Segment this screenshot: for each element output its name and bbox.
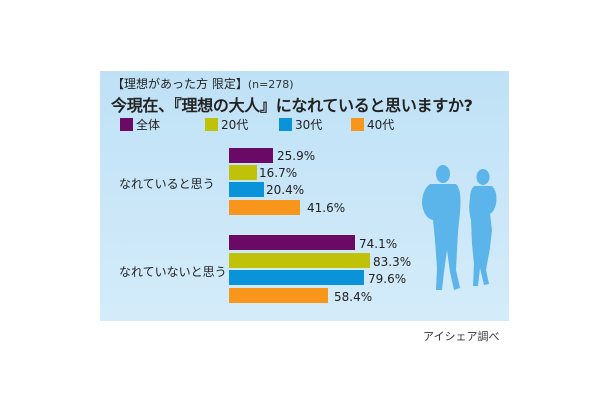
legend-item-20s: 20代 xyxy=(205,116,279,133)
bar xyxy=(229,148,273,163)
value-label: 20.4% xyxy=(266,183,305,197)
sample-size: (n=278) xyxy=(247,78,294,91)
legend-label: 40代 xyxy=(367,118,395,132)
bar xyxy=(229,270,364,285)
bar xyxy=(229,182,264,197)
category-label: なれていないと思う xyxy=(119,265,227,279)
value-label: 16.7% xyxy=(259,166,298,180)
legend-label: 30代 xyxy=(295,118,323,132)
source-credit: アイシェア調べ xyxy=(423,330,500,343)
legend-swatch xyxy=(120,118,133,131)
chart-title: 今現在、『理想の大人』になれていると思いますか? xyxy=(111,96,473,115)
value-label: 83.3% xyxy=(373,255,412,269)
value-label: 58.4% xyxy=(334,290,373,304)
value-label: 41.6% xyxy=(307,201,346,215)
value-label: 25.9% xyxy=(277,149,316,163)
legend-label: 20代 xyxy=(221,118,249,132)
legend-swatch xyxy=(205,118,218,131)
bar xyxy=(229,253,370,268)
bar xyxy=(229,165,257,180)
legend: 全体 20代 30代 40代 xyxy=(120,116,394,133)
legend-item-40s: 40代 xyxy=(351,116,394,133)
value-label: 79.6% xyxy=(368,272,407,286)
subtitle-text: 【理想があった方 限定】 xyxy=(112,77,248,91)
chart-subtitle: 【理想があった方 限定】(n=278) xyxy=(112,75,294,92)
people-silhouette-icon xyxy=(422,165,497,290)
category-label: なれていると思う xyxy=(119,177,215,191)
value-label: 74.1% xyxy=(359,237,398,251)
bar xyxy=(229,235,355,250)
legend-swatch xyxy=(279,118,292,131)
legend-item-30s: 30代 xyxy=(279,116,351,133)
bar xyxy=(229,200,300,215)
legend-item-all: 全体 xyxy=(120,116,205,133)
bar xyxy=(229,288,328,303)
legend-swatch xyxy=(351,118,364,131)
legend-label: 全体 xyxy=(136,118,161,132)
